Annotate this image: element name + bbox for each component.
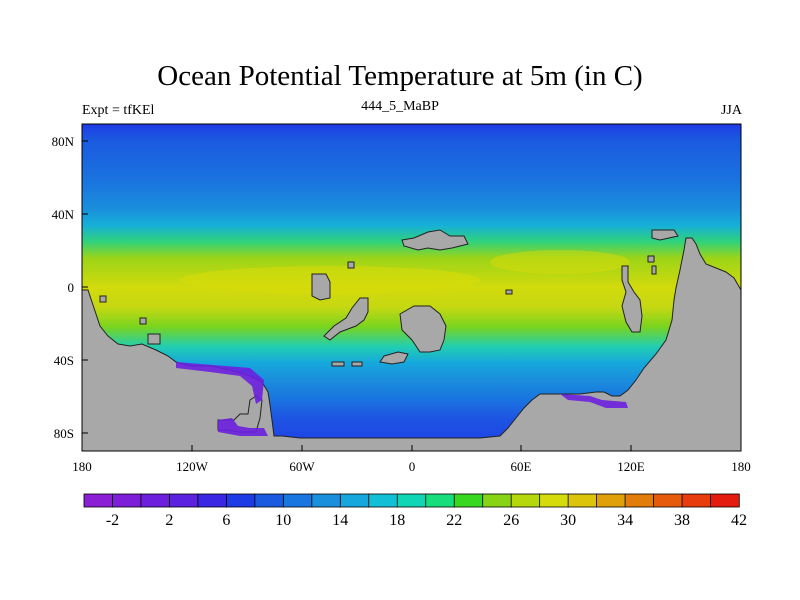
period-label: 444_5_MaBP bbox=[361, 99, 439, 114]
cold-water-east bbox=[560, 394, 628, 408]
eastern-island-north bbox=[651, 229, 679, 241]
colorbar-swatch bbox=[368, 493, 398, 508]
atlantic-island bbox=[399, 305, 447, 353]
small-island-center bbox=[347, 261, 355, 269]
colorbar-swatch bbox=[169, 493, 199, 508]
x-tick-label: 120E bbox=[617, 459, 645, 474]
x-tick-label: 60E bbox=[511, 459, 532, 474]
colorbar-swatch bbox=[482, 493, 512, 508]
y-tick-label: 40S bbox=[54, 353, 74, 368]
colorbar-swatch bbox=[396, 493, 427, 508]
colorbar-label: 6 bbox=[222, 512, 230, 529]
colorbar-label: 38 bbox=[674, 512, 690, 529]
colorbar-swatch bbox=[225, 493, 256, 508]
colorbar-swatch bbox=[197, 493, 228, 508]
colorbar-swatch bbox=[596, 493, 626, 508]
colorbar-label: -2 bbox=[106, 512, 119, 529]
colorbar: -2 2 6 10 14 18 22 26 30 34 38 42 bbox=[83, 493, 747, 529]
colorbar-swatch bbox=[83, 493, 114, 508]
colorbar-swatch bbox=[282, 493, 313, 508]
small-island-south-2 bbox=[351, 361, 363, 367]
y-axis-labels: 80N 40N 0 40S 80S bbox=[52, 134, 75, 441]
colorbar-label: 18 bbox=[389, 512, 405, 529]
colorbar-label: 10 bbox=[275, 512, 291, 529]
colorbar-label: 22 bbox=[446, 512, 462, 529]
small-island-west-2 bbox=[99, 295, 107, 303]
colorbar-swatch bbox=[425, 493, 455, 508]
x-tick-label: 180 bbox=[731, 459, 751, 474]
colorbar-swatch bbox=[453, 493, 484, 508]
tropical-island-chain bbox=[323, 297, 369, 341]
northern-island bbox=[401, 229, 469, 251]
cold-water-pole bbox=[218, 418, 268, 436]
colorbar-swatch bbox=[510, 493, 541, 508]
colorbar-swatch bbox=[681, 493, 712, 508]
warm-pool bbox=[180, 266, 480, 294]
eastern-small-island-2 bbox=[651, 265, 657, 275]
colorbar-swatch bbox=[710, 493, 740, 508]
y-tick-label: 40N bbox=[52, 207, 75, 222]
colorbar-swatch bbox=[311, 493, 342, 508]
colorbar-swatch bbox=[653, 493, 683, 508]
warm-pool-east bbox=[490, 250, 630, 274]
x-tick-label: 60W bbox=[289, 459, 315, 474]
colorbar-label: 2 bbox=[165, 512, 173, 529]
small-island-east bbox=[505, 289, 513, 295]
colorbar-swatch bbox=[254, 493, 285, 508]
map-title: Ocean Potential Temperature at 5m (in C) bbox=[157, 60, 643, 92]
season-label: JJA bbox=[720, 103, 742, 118]
colorbar-swatch bbox=[339, 493, 370, 508]
experiment-label: Expt = tfKEl bbox=[82, 103, 155, 118]
central-island-north bbox=[311, 273, 331, 301]
small-island-west-3 bbox=[139, 317, 147, 325]
small-island-south-3 bbox=[331, 361, 345, 367]
small-island-south bbox=[379, 351, 409, 365]
colorbar-label: 42 bbox=[731, 512, 747, 529]
colorbar-label: 26 bbox=[503, 512, 519, 529]
x-tick-label: 120W bbox=[176, 459, 209, 474]
colorbar-label: 30 bbox=[560, 512, 576, 529]
colorbar-swatch bbox=[112, 493, 142, 508]
cold-water-west bbox=[176, 362, 264, 404]
y-tick-label: 80N bbox=[52, 134, 75, 149]
colorbar-swatch bbox=[140, 493, 171, 508]
y-tick-label: 80S bbox=[54, 426, 74, 441]
x-tick-label: 0 bbox=[409, 459, 416, 474]
x-axis-labels: 180 120W 60W 0 60E 120E 180 bbox=[72, 459, 751, 474]
colorbar-swatch bbox=[539, 493, 569, 508]
eastern-small-island bbox=[647, 255, 655, 263]
colorbar-label: 14 bbox=[332, 512, 348, 529]
eastern-narrow-island bbox=[621, 265, 643, 333]
colorbar-swatch bbox=[624, 493, 655, 508]
x-tick-label: 180 bbox=[72, 459, 92, 474]
colorbar-label: 34 bbox=[617, 512, 633, 529]
y-tick-label: 0 bbox=[68, 280, 75, 295]
small-island-west bbox=[147, 333, 161, 345]
colorbar-swatch bbox=[567, 493, 598, 508]
